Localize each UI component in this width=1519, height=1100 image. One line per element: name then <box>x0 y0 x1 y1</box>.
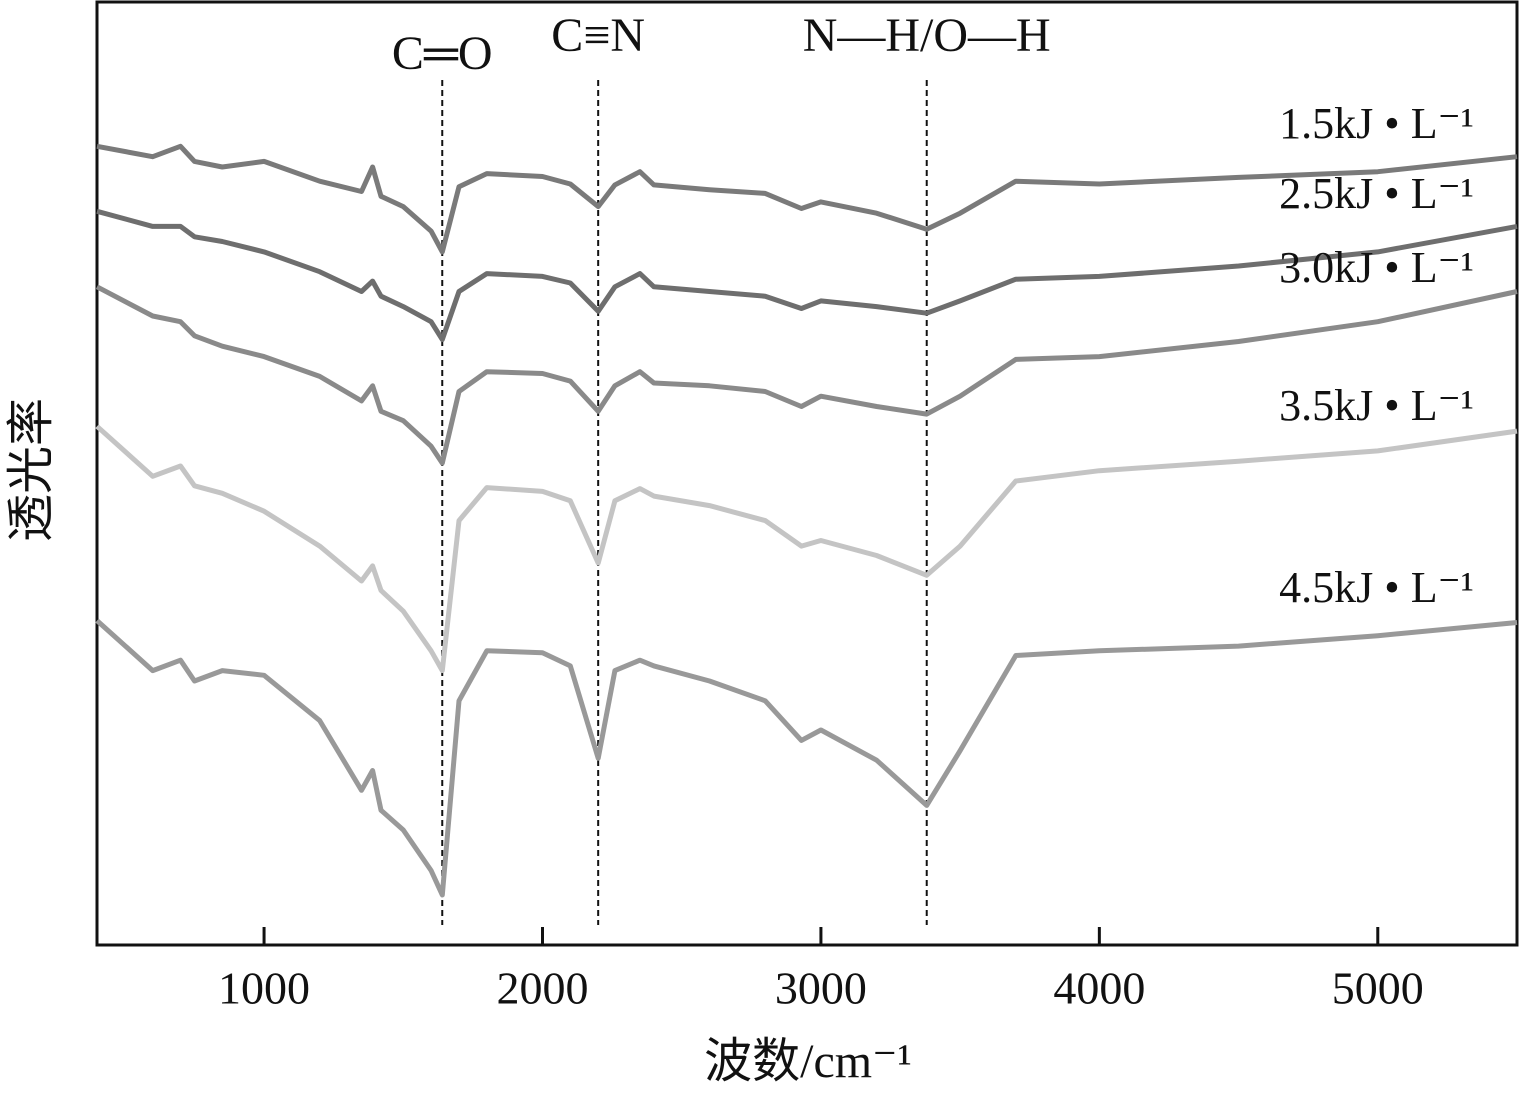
x-tick-label: 3000 <box>775 963 867 1014</box>
x-tick-label: 2000 <box>496 963 588 1014</box>
legend-label: 4.5kJ • L⁻¹ <box>1279 563 1474 612</box>
annotation-label: C≡N <box>551 9 645 62</box>
y-axis-label: 透光率 <box>5 398 58 542</box>
legend-label: 2.5kJ • L⁻¹ <box>1279 169 1474 218</box>
annotation-label: N—H/O—H <box>803 9 1051 62</box>
series-line <box>95 284 1518 466</box>
series-line <box>95 424 1518 674</box>
plot-frame <box>95 0 1519 947</box>
x-tick-label: 1000 <box>218 963 310 1014</box>
x-axis-label: 波数/cm⁻¹ <box>704 1035 912 1088</box>
x-tick-label: 4000 <box>1053 963 1145 1014</box>
legend-label: 3.0kJ • L⁻¹ <box>1279 243 1474 292</box>
series-line <box>96 208 1518 343</box>
x-tick-label: 5000 <box>1332 963 1424 1014</box>
legend-label: 1.5kJ • L⁻¹ <box>1279 99 1474 148</box>
legend-label: 3.5kJ • L⁻¹ <box>1279 381 1474 430</box>
annotation-label: C═O <box>392 27 493 80</box>
series-line <box>95 618 1518 898</box>
series-line <box>96 143 1518 255</box>
